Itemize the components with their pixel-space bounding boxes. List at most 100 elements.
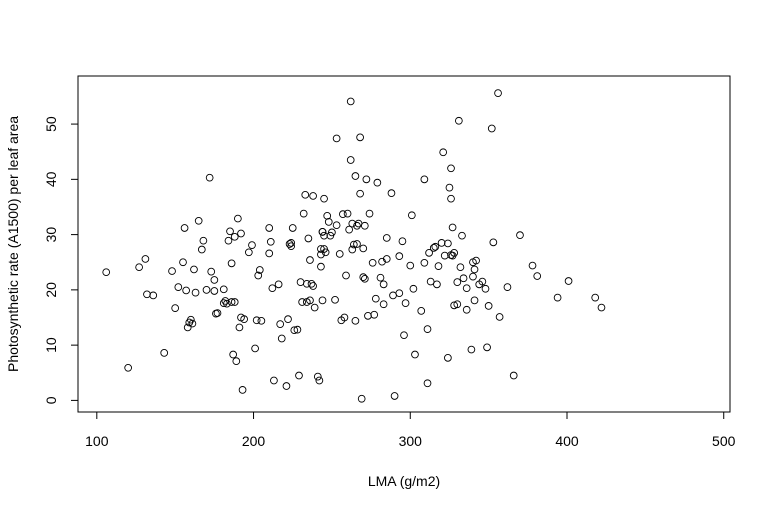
- data-point: [450, 248, 459, 257]
- data-point: [277, 334, 286, 343]
- data-point: [174, 283, 183, 291]
- data-point: [287, 239, 296, 247]
- data-point: [301, 190, 310, 199]
- data-point: [395, 252, 404, 261]
- data-point: [359, 273, 368, 282]
- y-tick-label: 10: [43, 337, 59, 353]
- data-point: [328, 228, 336, 237]
- data-point: [190, 265, 198, 274]
- data-point: [494, 89, 502, 97]
- data-point: [364, 311, 372, 320]
- data-point: [467, 345, 476, 354]
- data-point: [171, 304, 180, 312]
- data-point: [564, 277, 573, 285]
- data-point: [417, 307, 426, 315]
- y-tick-label: 50: [43, 116, 59, 132]
- data-point: [210, 287, 219, 295]
- data-point: [516, 231, 524, 240]
- data-point: [440, 251, 449, 260]
- data-point: [448, 223, 457, 232]
- data-point: [444, 353, 452, 362]
- data-point: [227, 298, 236, 306]
- x-tick-label: 500: [712, 433, 736, 449]
- data-point: [420, 175, 429, 184]
- data-point: [332, 134, 341, 143]
- y-tick-label: 20: [43, 282, 59, 298]
- data-point: [423, 325, 432, 333]
- data-point: [379, 300, 388, 309]
- data-point: [447, 194, 455, 203]
- data-point: [186, 315, 195, 324]
- data-point: [227, 259, 236, 268]
- data-point: [252, 316, 261, 325]
- data-point: [285, 240, 294, 248]
- data-point: [387, 189, 396, 198]
- data-point: [484, 302, 493, 310]
- data-point: [296, 278, 305, 286]
- data-point: [197, 245, 206, 254]
- data-point: [310, 303, 319, 312]
- data-point: [368, 258, 377, 267]
- data-point: [306, 296, 314, 305]
- data-point: [248, 241, 256, 249]
- data-point: [447, 164, 455, 173]
- y-axis: 0 10 20 30 40 50: [43, 116, 79, 404]
- data-point: [295, 371, 303, 380]
- data-point: [376, 273, 385, 282]
- data-point: [353, 240, 361, 248]
- data-point: [349, 240, 358, 249]
- y-axis-title: Photosynthetic rate (A1500) per leaf are…: [5, 116, 21, 372]
- data-point: [309, 282, 317, 290]
- data-point: [168, 267, 176, 275]
- data-point: [234, 214, 242, 223]
- data-point: [591, 293, 600, 302]
- data-point: [274, 280, 283, 289]
- data-point: [437, 239, 446, 247]
- data-point: [357, 394, 366, 403]
- data-point: [284, 315, 292, 324]
- data-point: [207, 267, 216, 276]
- data-point: [395, 289, 404, 298]
- data-point: [307, 279, 316, 288]
- data-point: [429, 244, 438, 252]
- data-point: [288, 224, 297, 232]
- data-point: [356, 189, 364, 198]
- data-point: [149, 291, 158, 300]
- data-point: [370, 310, 379, 319]
- data-point: [143, 290, 151, 299]
- data-point: [373, 178, 382, 187]
- data-point: [360, 221, 369, 230]
- data-point: [409, 284, 418, 293]
- data-point: [553, 293, 562, 302]
- data-point: [342, 271, 350, 280]
- data-point: [324, 218, 333, 226]
- data-point: [315, 376, 324, 385]
- x-axis: 100 200 300 400 500: [85, 411, 736, 449]
- y-tick-label: 0: [43, 396, 59, 404]
- data-point: [382, 234, 391, 242]
- data-point: [469, 272, 477, 281]
- data-point: [462, 305, 471, 314]
- data-point: [266, 237, 275, 246]
- data-point: [487, 124, 496, 133]
- data-point: [420, 258, 429, 267]
- data-point: [431, 242, 440, 251]
- data-point: [433, 280, 441, 289]
- data-point: [331, 295, 339, 304]
- data-point: [351, 172, 360, 180]
- data-point: [495, 313, 504, 321]
- data-point: [219, 299, 228, 307]
- data-point: [183, 323, 192, 332]
- data-point: [254, 271, 263, 280]
- data-point: [282, 382, 291, 390]
- y-tick-label: 40: [43, 171, 59, 187]
- data-point: [290, 326, 299, 335]
- data-point: [224, 236, 233, 245]
- data-point: [481, 284, 490, 293]
- data-point: [450, 301, 459, 310]
- data-point: [141, 255, 150, 263]
- data-point: [470, 296, 479, 305]
- data-point: [434, 262, 443, 270]
- data-point: [346, 97, 355, 106]
